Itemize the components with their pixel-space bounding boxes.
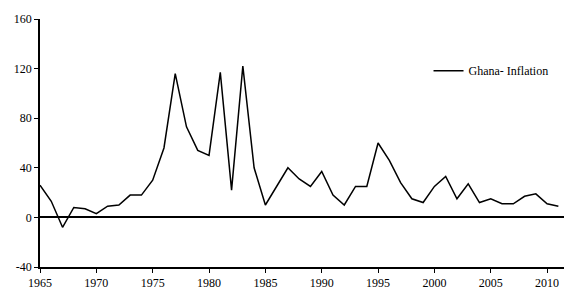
svg-text:Ghana- Inflation: Ghana- Inflation: [469, 64, 549, 78]
svg-text:40: 40: [20, 161, 32, 175]
svg-text:1965: 1965: [28, 276, 52, 290]
svg-text:2010: 2010: [535, 276, 559, 290]
svg-text:-40: -40: [16, 260, 32, 274]
svg-text:1985: 1985: [253, 276, 277, 290]
svg-text:160: 160: [14, 12, 32, 26]
svg-text:1995: 1995: [366, 276, 390, 290]
svg-text:1970: 1970: [84, 276, 108, 290]
svg-text:0: 0: [26, 211, 32, 225]
svg-text:80: 80: [20, 111, 32, 125]
svg-text:1990: 1990: [310, 276, 334, 290]
svg-text:1980: 1980: [197, 276, 221, 290]
svg-text:1975: 1975: [141, 276, 165, 290]
svg-text:2005: 2005: [479, 276, 503, 290]
svg-text:120: 120: [14, 62, 32, 76]
svg-text:2000: 2000: [422, 276, 446, 290]
